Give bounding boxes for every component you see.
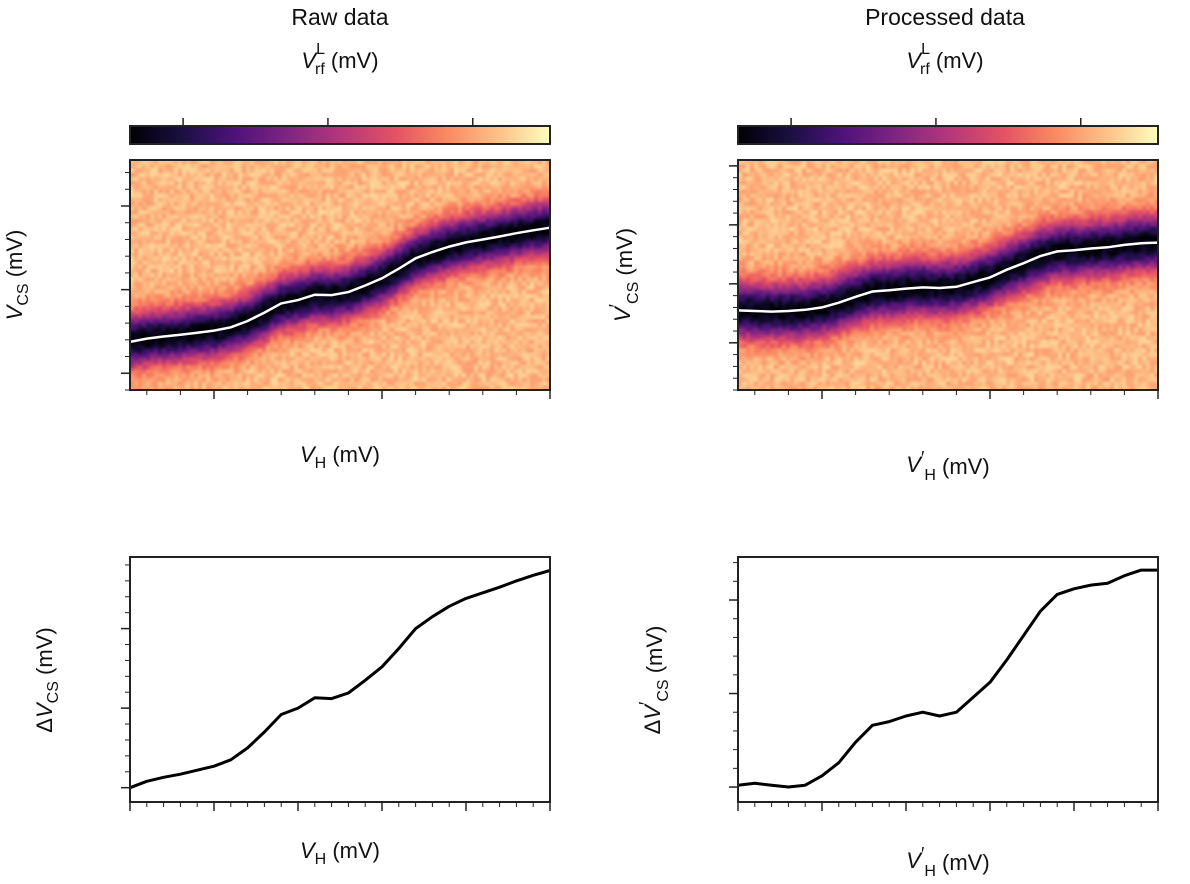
plot-frame <box>737 556 1159 803</box>
heatmap-image <box>130 160 550 390</box>
x-axis-label: V′H (mV) <box>906 448 989 484</box>
column-title-processed: Processed data <box>865 4 1025 30</box>
y-axis-label: ΔV′CS (mV) <box>636 626 672 735</box>
x-axis-label: VH (mV) <box>300 838 380 868</box>
plot-frame <box>129 556 551 803</box>
y-axis-label: VCS (mV) <box>2 230 32 321</box>
ridge-line <box>129 226 551 344</box>
data-line <box>737 568 1158 789</box>
plot-frame <box>129 159 551 391</box>
x-axis-label: VH (mV) <box>300 442 380 472</box>
x-axis-label: V′H (mV) <box>906 844 989 880</box>
colorbar-label: VL rf (mV) <box>906 41 983 78</box>
panel-b: VL rf (mV) V′H (mV) V′CS (mV) <box>606 41 1159 484</box>
y-axis-label: ΔVCS (mV) <box>32 627 62 732</box>
plot-frame <box>737 159 1159 391</box>
colorbar <box>129 125 551 145</box>
colorbar <box>737 125 1159 145</box>
panel-a: VL rf (mV) VH (mV) VCS (mV) <box>2 41 551 472</box>
panel-c: VH (mV) ΔVCS (mV) <box>32 556 551 868</box>
ridge-line <box>737 241 1159 313</box>
heatmap-image <box>738 160 1158 390</box>
column-title-raw: Raw data <box>291 4 388 30</box>
data-line <box>129 569 551 790</box>
y-axis-label: V′CS (mV) <box>606 228 642 322</box>
colorbar-label: VL rf (mV) <box>301 41 378 78</box>
panel-d: V′H (mV) ΔV′CS (mV) <box>636 556 1159 880</box>
